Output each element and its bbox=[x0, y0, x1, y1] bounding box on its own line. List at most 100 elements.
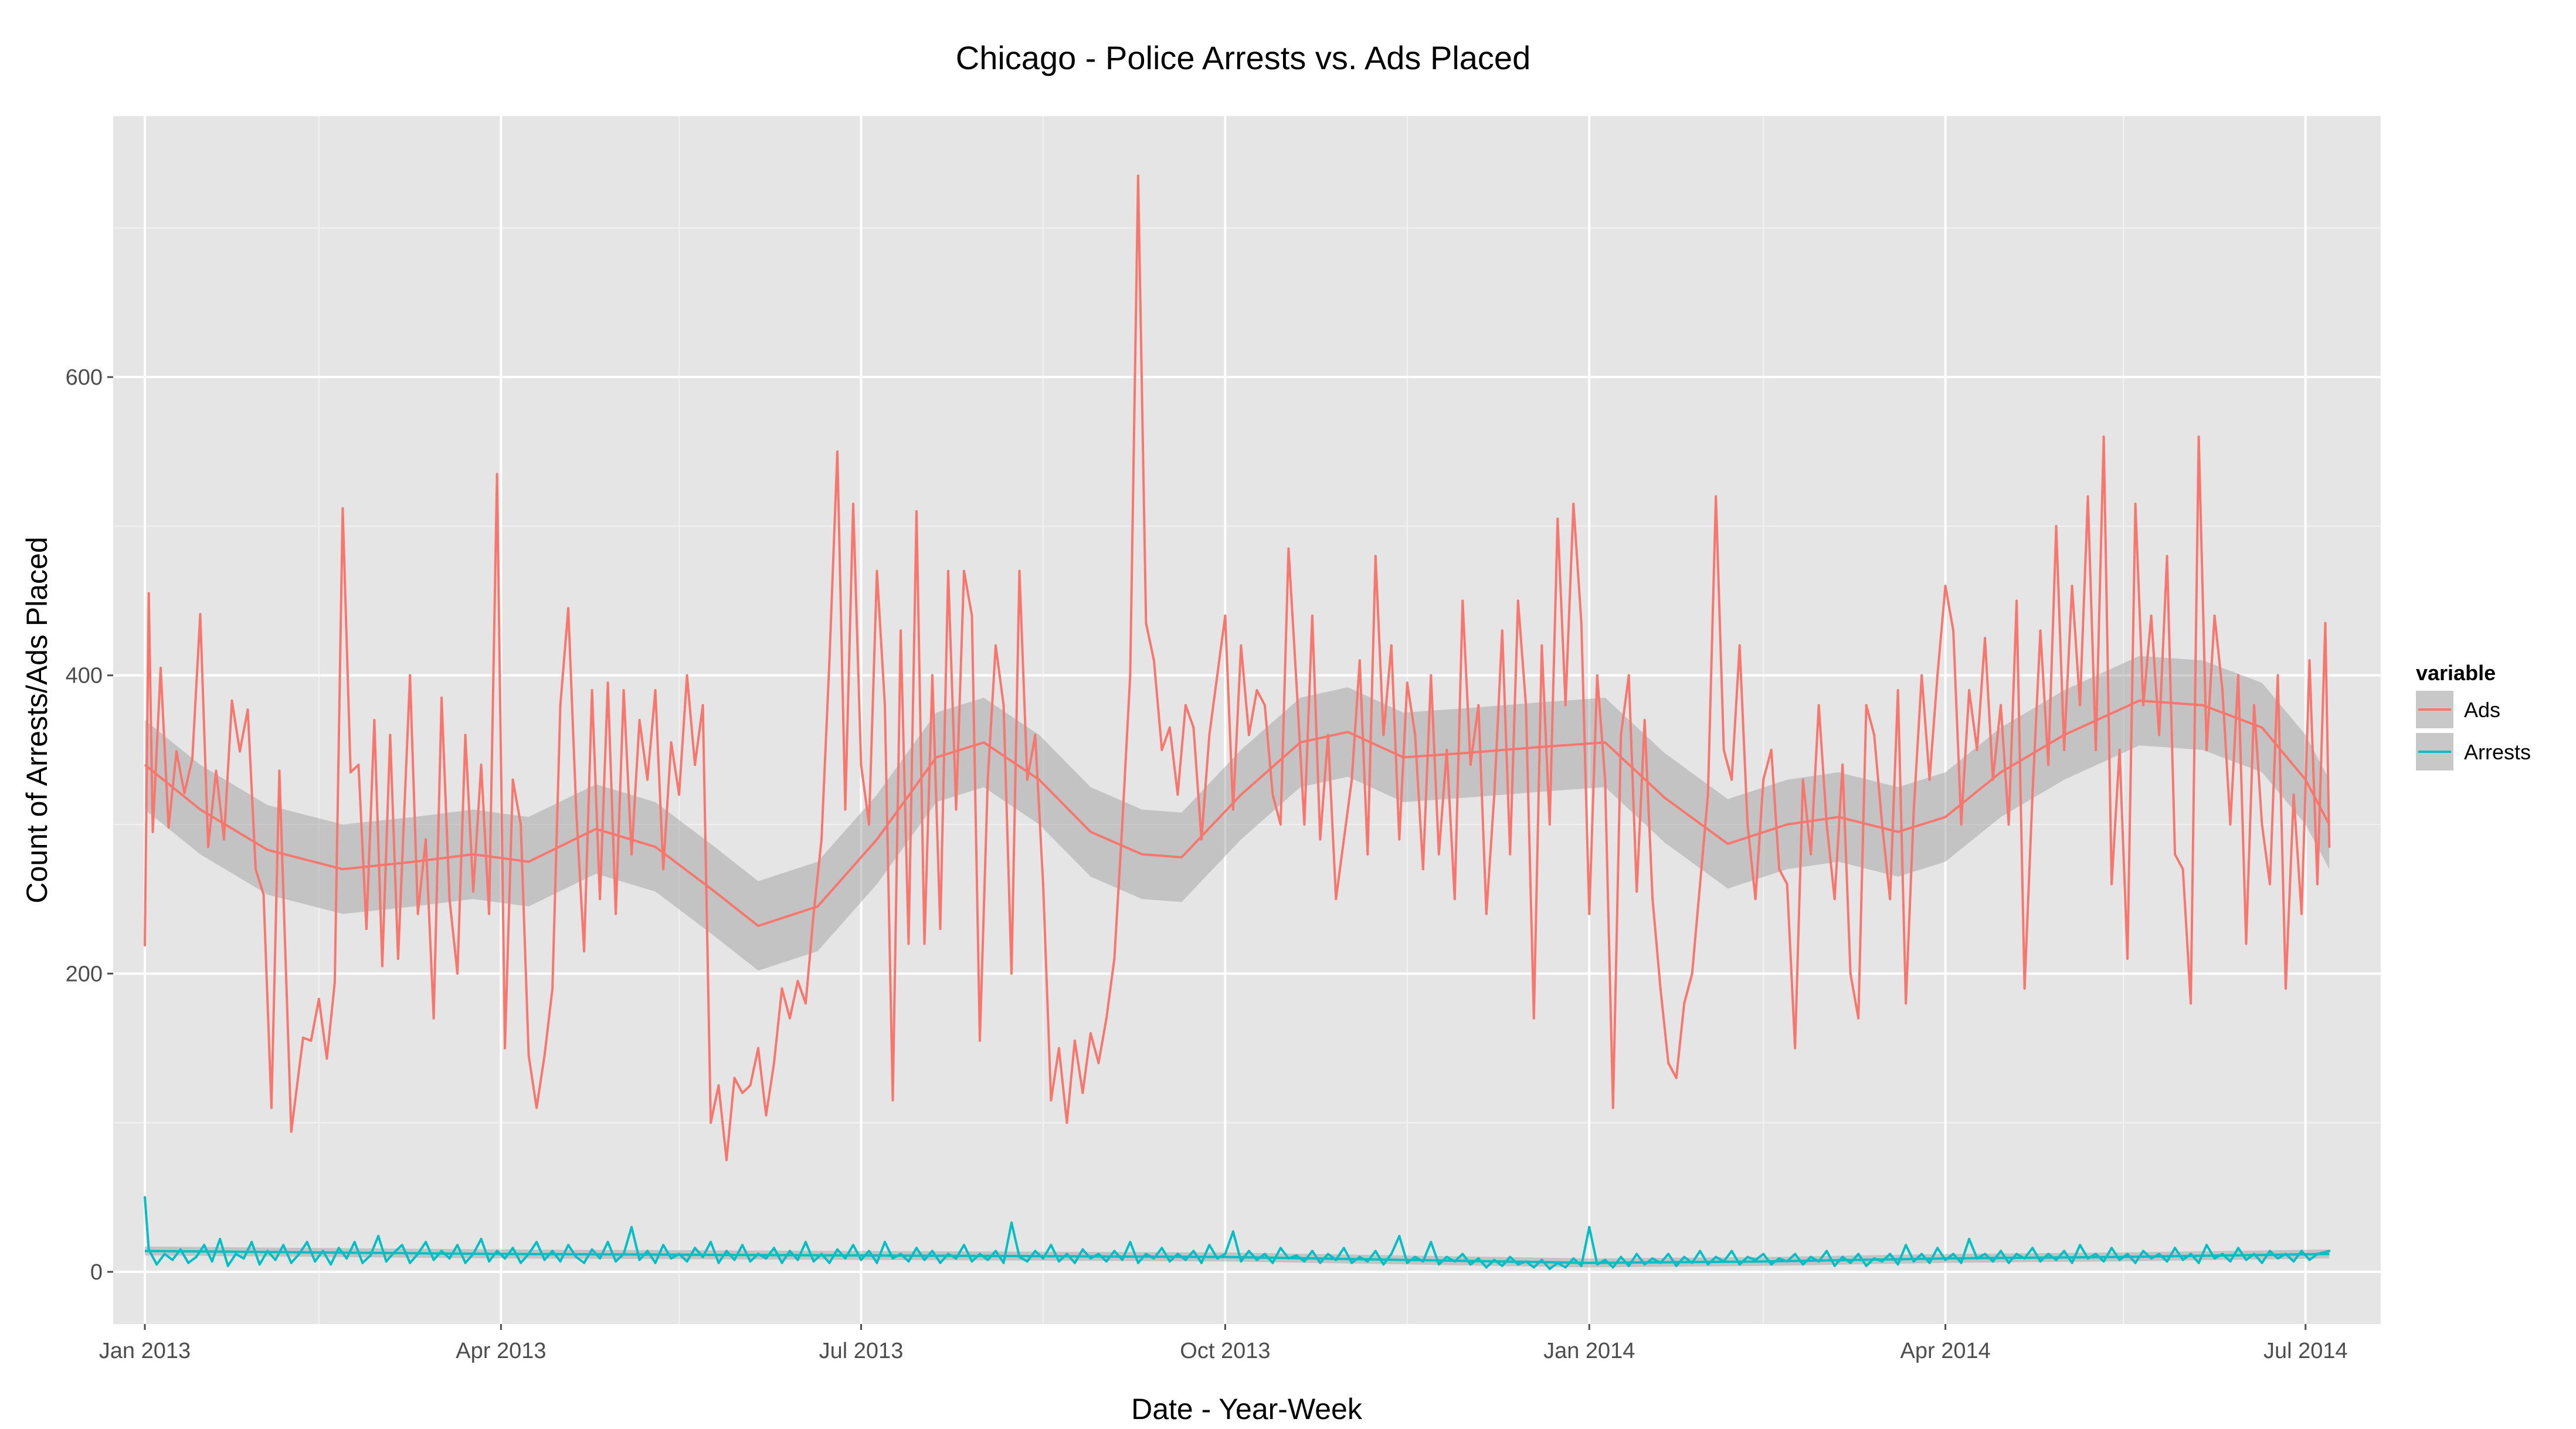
data-point-arrests bbox=[1611, 1266, 1614, 1269]
data-point-arrests bbox=[630, 1226, 633, 1228]
data-point-ads bbox=[891, 1099, 894, 1102]
data-point-arrests bbox=[1706, 1263, 1709, 1266]
data-point-ads bbox=[2007, 823, 2010, 826]
data-point-arrests bbox=[1398, 1235, 1401, 1237]
data-point-ads bbox=[630, 853, 633, 856]
data-point-arrests bbox=[1176, 1253, 1179, 1255]
data-point-ads bbox=[1801, 778, 1804, 781]
data-point-ads bbox=[567, 607, 570, 610]
data-point-ads bbox=[183, 792, 186, 795]
data-point-arrests bbox=[1516, 1263, 1519, 1266]
data-point-arrests bbox=[805, 1241, 807, 1244]
data-point-ads bbox=[970, 615, 973, 617]
data-point-arrests bbox=[2134, 1261, 2137, 1264]
data-point-arrests bbox=[1548, 1267, 1551, 1270]
data-point-arrests bbox=[915, 1247, 918, 1250]
data-point-ads bbox=[1564, 704, 1567, 707]
series-ads bbox=[144, 174, 2331, 1162]
data-point-ads bbox=[670, 741, 673, 744]
data-point-arrests bbox=[1065, 1253, 1068, 1255]
data-point-arrests bbox=[425, 1241, 427, 1244]
data-point-ads bbox=[317, 997, 320, 1000]
data-point-arrests bbox=[780, 1261, 783, 1264]
data-point-arrests bbox=[2039, 1260, 2042, 1263]
data-point-ads bbox=[1026, 778, 1029, 781]
data-point-ads bbox=[1255, 689, 1258, 692]
data-point-arrests bbox=[1540, 1258, 1543, 1261]
data-point-ads bbox=[325, 1057, 328, 1060]
data-point-arrests bbox=[2031, 1247, 2034, 1250]
data-point-arrests bbox=[1010, 1221, 1013, 1224]
data-point-ads bbox=[262, 893, 265, 896]
x-axis-tick-label: Jul 2013 bbox=[819, 1339, 904, 1363]
data-point-arrests bbox=[1501, 1264, 1503, 1267]
data-point-arrests bbox=[2181, 1258, 2184, 1261]
data-point-ads bbox=[301, 1036, 304, 1039]
data-point-arrests bbox=[1643, 1263, 1646, 1266]
data-point-ads bbox=[416, 912, 419, 915]
data-point-ads bbox=[1738, 644, 1741, 647]
data-point-ads bbox=[1121, 823, 1124, 826]
data-point-ads bbox=[2261, 823, 2263, 826]
data-point-ads bbox=[717, 1084, 720, 1087]
data-point-arrests bbox=[1279, 1247, 1282, 1250]
data-point-ads bbox=[341, 507, 344, 510]
data-point-ads bbox=[1841, 763, 1844, 766]
data-point-ads bbox=[780, 987, 783, 990]
data-point-arrests bbox=[377, 1235, 380, 1237]
data-point-arrests bbox=[353, 1241, 356, 1244]
data-point-ads bbox=[749, 1084, 752, 1087]
data-point-arrests bbox=[1430, 1241, 1433, 1244]
data-point-ads bbox=[1810, 853, 1813, 856]
data-point-arrests bbox=[1960, 1261, 1963, 1264]
data-point-arrests bbox=[1770, 1263, 1773, 1266]
data-point-arrests bbox=[638, 1258, 641, 1261]
data-point-arrests bbox=[306, 1241, 308, 1244]
data-point-arrests bbox=[1295, 1254, 1298, 1257]
data-point-arrests bbox=[1390, 1253, 1393, 1255]
data-point-arrests bbox=[1984, 1253, 1987, 1255]
data-point-ads bbox=[1113, 957, 1116, 960]
data-point-arrests bbox=[1089, 1257, 1092, 1260]
data-point-arrests bbox=[1841, 1255, 1844, 1258]
data-point-ads bbox=[2166, 555, 2168, 558]
data-point-ads bbox=[333, 981, 336, 984]
data-point-arrests bbox=[1857, 1253, 1860, 1255]
data-point-arrests bbox=[1445, 1255, 1448, 1258]
data-point-arrests bbox=[155, 1263, 158, 1266]
data-point-ads bbox=[2118, 748, 2121, 751]
data-point-ads bbox=[1493, 793, 1496, 796]
data-point-arrests bbox=[2245, 1258, 2248, 1261]
data-point-ads bbox=[615, 912, 617, 915]
data-point-arrests bbox=[1414, 1255, 1417, 1258]
data-point-ads bbox=[1192, 726, 1195, 729]
data-point-arrests bbox=[187, 1261, 190, 1264]
data-point-ads bbox=[1651, 898, 1654, 901]
data-point-ads bbox=[622, 689, 625, 692]
data-point-ads bbox=[2000, 704, 2003, 707]
data-point-ads bbox=[246, 708, 249, 711]
data-point-arrests bbox=[2126, 1253, 2129, 1255]
data-point-arrests bbox=[2015, 1253, 2018, 1255]
data-point-ads bbox=[1105, 1017, 1108, 1020]
data-point-ads bbox=[1849, 972, 1852, 975]
data-point-ads bbox=[1152, 659, 1155, 662]
data-point-arrests bbox=[1715, 1255, 1718, 1258]
data-point-ads bbox=[1184, 704, 1187, 707]
data-point-ads bbox=[1414, 734, 1417, 736]
data-point-ads bbox=[290, 1130, 293, 1133]
data-point-ads bbox=[373, 719, 376, 721]
data-point-ads bbox=[472, 890, 475, 893]
data-point-ads bbox=[939, 928, 942, 930]
y-axis-tick-label: 200 bbox=[66, 962, 103, 986]
data-point-ads bbox=[551, 987, 554, 990]
data-point-ads bbox=[504, 1047, 507, 1050]
data-point-arrests bbox=[1342, 1247, 1345, 1250]
data-point-arrests bbox=[1374, 1250, 1377, 1253]
data-point-arrests bbox=[1303, 1260, 1306, 1263]
data-point-ads bbox=[270, 1106, 273, 1109]
data-point-arrests bbox=[1968, 1238, 1971, 1240]
data-point-arrests bbox=[1358, 1255, 1361, 1258]
data-point-ads bbox=[1620, 734, 1623, 736]
data-point-arrests bbox=[1604, 1258, 1607, 1261]
